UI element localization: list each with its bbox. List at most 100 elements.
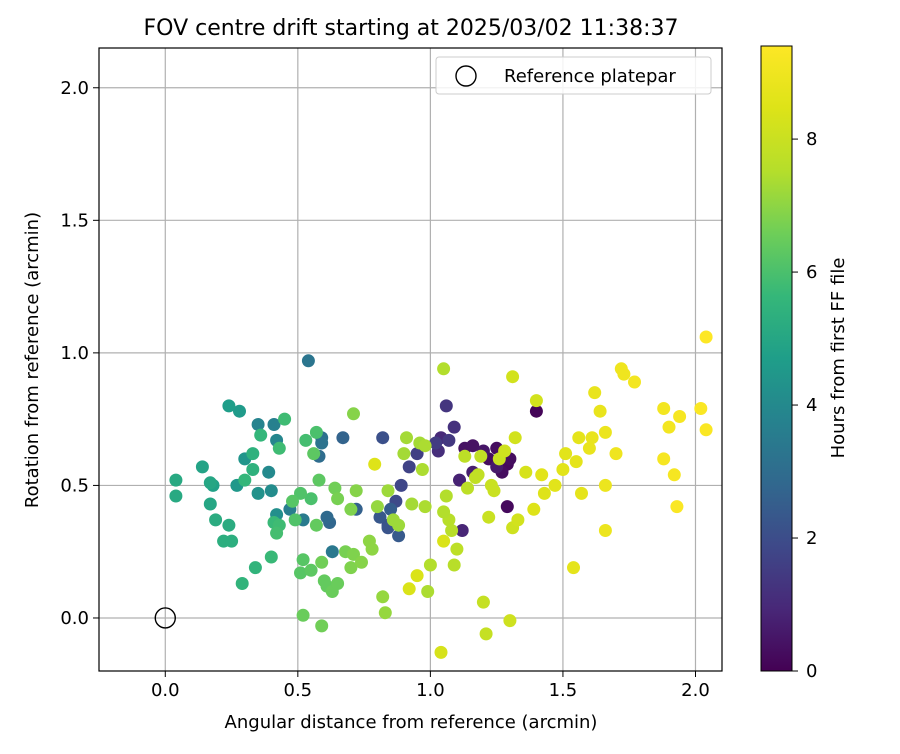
x-tick-label: 1.5 [549, 680, 578, 701]
data-point [376, 590, 390, 604]
data-point [429, 436, 443, 450]
data-point [628, 375, 641, 389]
data-point [662, 420, 676, 434]
data-point [673, 410, 687, 423]
data-point [667, 468, 681, 482]
data-point [575, 486, 588, 500]
plot-frame [98, 47, 723, 672]
data-point [299, 433, 313, 447]
data-point [288, 513, 302, 527]
data-point [347, 547, 360, 561]
data-point [307, 447, 321, 461]
data-point [225, 534, 239, 548]
y-tick-label: 0.0 [60, 608, 89, 629]
x-tick-label: 0.0 [151, 680, 180, 701]
data-point [222, 518, 236, 532]
data-point [405, 497, 419, 511]
data-point [437, 505, 451, 519]
data-point [301, 354, 315, 368]
data-points [169, 330, 713, 659]
data-point [482, 510, 496, 524]
data-point [415, 463, 429, 476]
data-point [254, 428, 268, 442]
x-axis-label: Angular distance from reference (arcmin) [225, 712, 598, 733]
data-point [376, 431, 390, 445]
data-point [315, 436, 329, 450]
data-point [344, 561, 358, 575]
data-point [450, 542, 464, 556]
reference-marker [154, 607, 176, 629]
data-point [248, 561, 262, 575]
data-point [421, 585, 435, 598]
legend-label: Reference platepar [504, 66, 676, 87]
data-point [445, 524, 459, 537]
colorbar-tick-label: 2 [806, 528, 817, 549]
data-point [439, 489, 453, 503]
data-point [238, 473, 252, 487]
data-point [567, 561, 580, 575]
data-point [593, 404, 607, 418]
colorbar-tick-label: 4 [806, 395, 817, 416]
data-point [437, 362, 451, 376]
data-point [251, 486, 265, 500]
data-point [381, 484, 395, 498]
data-point [498, 444, 512, 458]
data-point [500, 500, 514, 514]
data-point [336, 431, 350, 445]
colorbar-tick-label: 6 [806, 262, 817, 283]
data-point [442, 433, 456, 447]
data-point [519, 465, 533, 479]
x-axis-ticks: 0.0 0.5 1.0 1.5 2.0 [151, 671, 710, 701]
data-point [294, 566, 307, 580]
colorbar-tick-label: 0 [806, 661, 817, 682]
data-point [447, 558, 461, 572]
data-point [222, 399, 236, 413]
colorbar: 0 2 4 6 8 Hours from first FF file [760, 45, 849, 682]
data-point [203, 476, 217, 490]
data-point [270, 526, 284, 540]
data-point [582, 441, 596, 455]
y-tick-label: 2.0 [60, 78, 89, 99]
data-point [331, 492, 345, 506]
chart-title: FOV centre drift starting at 2025/03/02 … [144, 16, 679, 41]
data-point [657, 452, 671, 466]
data-point [506, 370, 520, 384]
data-point [294, 486, 307, 500]
data-point [235, 577, 249, 590]
data-point [347, 407, 360, 421]
data-point [397, 447, 411, 461]
data-point [296, 608, 310, 622]
data-point [670, 500, 684, 514]
colorbar-tick-label: 8 [806, 129, 817, 150]
data-point [368, 457, 382, 471]
data-point [453, 473, 466, 487]
data-point [657, 402, 671, 415]
data-point [458, 449, 472, 463]
data-point [699, 330, 713, 344]
data-point [537, 486, 551, 500]
y-axis-label: Rotation from reference (arcmin) [22, 212, 43, 508]
data-point [365, 542, 379, 556]
data-point [535, 468, 549, 482]
data-point [296, 553, 310, 567]
data-point [378, 606, 392, 620]
data-point [392, 518, 406, 532]
data-point [466, 439, 480, 453]
data-point [434, 645, 448, 659]
data-point [278, 412, 292, 426]
legend-marker [455, 65, 477, 87]
data-point [312, 473, 326, 487]
data-point [569, 455, 583, 469]
data-point [349, 484, 363, 498]
data-point [527, 502, 541, 516]
data-point [439, 399, 453, 413]
data-point [246, 447, 260, 461]
data-point [556, 463, 570, 476]
data-point [286, 494, 299, 508]
data-point [169, 489, 183, 503]
data-point [262, 465, 276, 479]
data-point [529, 404, 543, 418]
y-tick-label: 1.0 [60, 343, 89, 364]
data-point [394, 478, 408, 492]
data-point [617, 367, 631, 381]
